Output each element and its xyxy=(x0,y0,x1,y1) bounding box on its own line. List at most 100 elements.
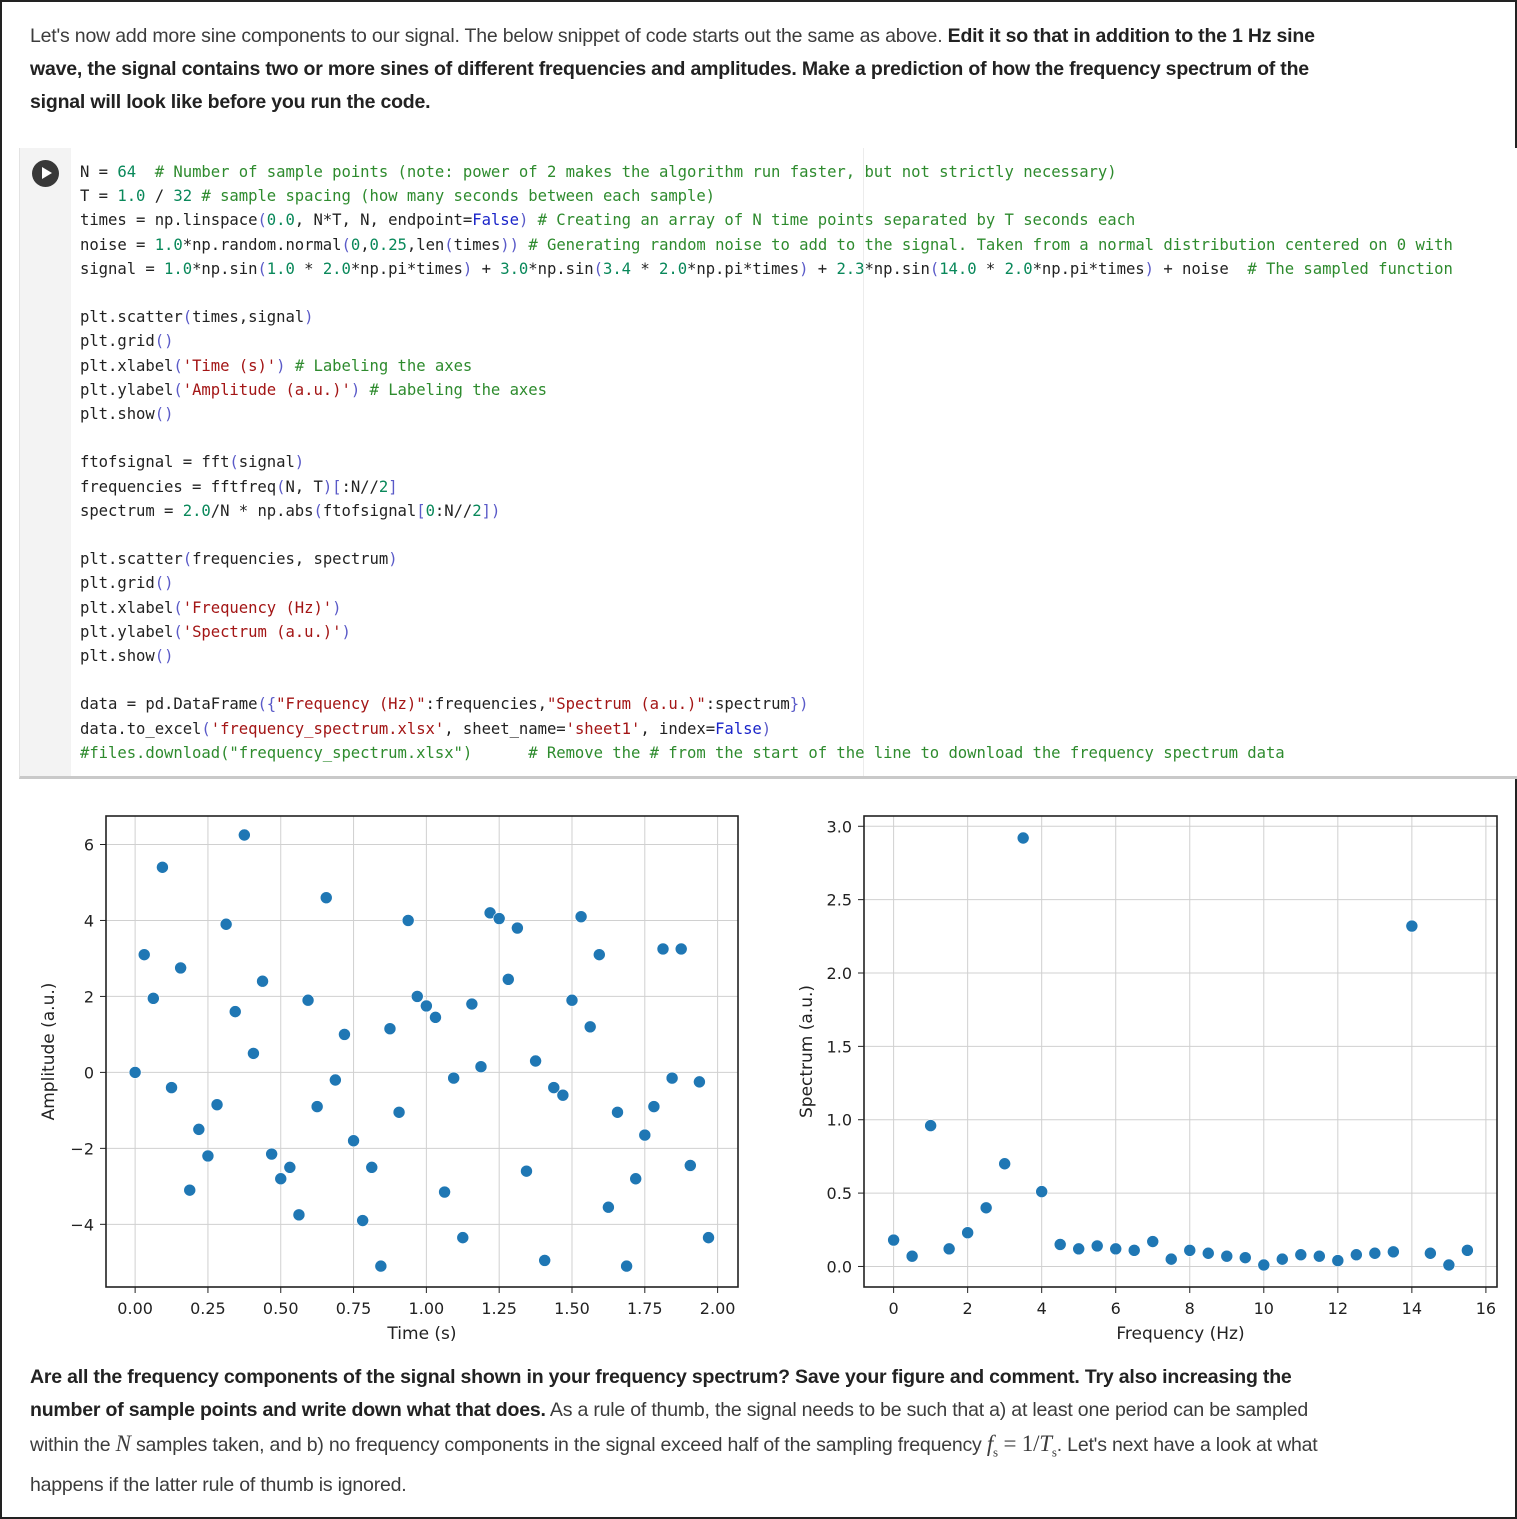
data-point-marker xyxy=(620,1259,633,1273)
x-tick-label: 6 xyxy=(1111,1299,1121,1318)
data-point-marker xyxy=(961,1226,974,1240)
x-axis-label: Time (s) xyxy=(386,1324,456,1344)
code-line: data.to_excel('frequency_spectrum.xlsx',… xyxy=(80,719,772,738)
data-point-marker xyxy=(319,891,333,904)
math-Ts: Ts xyxy=(1039,1431,1057,1460)
data-point-marker xyxy=(256,974,269,988)
x-axis-label: Frequency (Hz) xyxy=(1116,1324,1244,1344)
data-point-marker xyxy=(301,993,315,1007)
data-point-marker xyxy=(905,1249,919,1263)
outro-text-3: . Let's next have a look at what happens… xyxy=(30,1434,1318,1496)
data-point-marker xyxy=(1220,1249,1234,1263)
data-point-marker xyxy=(1238,1251,1252,1264)
data-point-marker xyxy=(979,1201,993,1215)
data-point-marker xyxy=(128,1066,142,1079)
y-axis-label: Amplitude (a.u.) xyxy=(39,983,59,1121)
x-tick-label: 12 xyxy=(1328,1299,1348,1318)
math-eq: = 1/ xyxy=(997,1431,1040,1456)
code-cell-gutter xyxy=(20,148,71,776)
data-point-marker xyxy=(347,1134,360,1148)
data-point-marker xyxy=(1275,1252,1289,1266)
y-tick-label: 1.0 xyxy=(827,1111,852,1130)
data-point-marker xyxy=(1016,831,1030,845)
data-point-marker xyxy=(1164,1252,1178,1266)
y-tick-label: 1.5 xyxy=(827,1037,852,1056)
y-tick-label: 0.5 xyxy=(827,1184,852,1203)
data-point-marker xyxy=(583,1020,597,1034)
intro-text-cell: Let's now add more sine components to ou… xyxy=(30,20,1330,119)
intro-plain-text: Let's now add more sine components to ou… xyxy=(30,25,948,47)
data-point-marker xyxy=(501,973,515,986)
data-point-marker xyxy=(1109,1242,1123,1256)
data-point-marker xyxy=(274,1172,288,1186)
data-point-marker xyxy=(1350,1248,1363,1262)
data-point-marker xyxy=(565,993,579,1007)
code-line: data = pd.DataFrame({"Frequency (Hz)":fr… xyxy=(80,695,809,714)
data-point-marker xyxy=(647,1100,661,1113)
code-line: noise = 1.0*np.random.normal(0,0.25,len(… xyxy=(80,235,1453,254)
data-point-marker xyxy=(210,1098,224,1111)
data-point-marker xyxy=(602,1200,615,1214)
y-tick-label: −4 xyxy=(70,1215,94,1234)
outro-text-2: samples taken, and b) no frequency compo… xyxy=(130,1434,987,1456)
data-point-marker xyxy=(1257,1258,1271,1272)
data-point-marker xyxy=(592,948,606,961)
math-N: N xyxy=(115,1431,131,1456)
data-point-marker xyxy=(638,1128,652,1142)
outro-text-cell: Are all the frequency components of the … xyxy=(30,1361,1320,1502)
code-line: spectrum = 2.0/N * np.abs(ftofsignal[0:N… xyxy=(80,501,501,520)
code-line: ftofsignal = fft(signal) xyxy=(80,453,305,472)
data-point-marker xyxy=(283,1161,297,1174)
code-editor[interactable]: N = 64 # Number of sample points (note: … xyxy=(80,160,1453,765)
data-point-marker xyxy=(1313,1249,1326,1263)
data-point-marker xyxy=(998,1157,1011,1171)
spectrum-scatter-chart: 0 2 4 6 8 10 12 14 16 0.0 0.5 1.0 1.5 2.0 2.5 3.0 Freque… xyxy=(797,815,1498,1344)
data-point-marker xyxy=(192,1123,206,1136)
x-tick-label: 16 xyxy=(1476,1299,1496,1318)
data-point-marker xyxy=(1461,1244,1474,1257)
plot-frame xyxy=(105,815,739,1288)
data-point-marker xyxy=(529,1054,542,1068)
data-point-marker xyxy=(356,1214,369,1227)
data-point-marker xyxy=(629,1172,643,1186)
data-point-marker xyxy=(1442,1258,1456,1272)
data-point-marker xyxy=(574,910,588,923)
data-point-marker xyxy=(693,1075,706,1089)
data-point-marker xyxy=(1331,1254,1345,1267)
data-point-marker xyxy=(1053,1238,1067,1251)
x-tick-label: 1.50 xyxy=(554,1299,590,1318)
data-point-marker xyxy=(219,917,233,931)
data-point-marker xyxy=(438,1185,451,1199)
data-point-marker xyxy=(684,1159,697,1172)
data-point-marker xyxy=(329,1073,342,1087)
data-point-marker xyxy=(247,1047,260,1060)
code-cell[interactable]: N = 64 # Number of sample points (note: … xyxy=(19,148,1517,779)
code-line: plt.scatter(times,signal) xyxy=(80,308,314,327)
x-tick-label: 4 xyxy=(1037,1299,1047,1318)
plot-area xyxy=(106,816,738,1287)
x-tick-label: 0.50 xyxy=(263,1299,299,1318)
code-line: signal = 1.0*np.sin(1.0 * 2.0*np.pi*time… xyxy=(80,259,1453,278)
y-tick-label: −2 xyxy=(70,1139,94,1158)
data-point-marker xyxy=(556,1088,570,1102)
code-line: #files.download("frequency_spectrum.xlsx… xyxy=(80,743,1285,762)
x-tick-label: 10 xyxy=(1254,1299,1274,1318)
data-point-marker xyxy=(1424,1246,1437,1260)
run-cell-button[interactable] xyxy=(32,160,59,187)
data-point-marker xyxy=(310,1100,324,1113)
intro-bold-instruction: Edit it so that in addition to the 1 Hz … xyxy=(30,25,1315,113)
data-point-marker xyxy=(429,1011,442,1024)
data-point-marker xyxy=(1368,1246,1382,1260)
data-point-marker xyxy=(456,1231,470,1244)
data-point-marker xyxy=(1183,1244,1197,1257)
data-point-marker xyxy=(887,1233,900,1247)
data-point-marker xyxy=(392,1105,406,1119)
data-point-marker xyxy=(238,828,251,842)
x-tick-label: 0.25 xyxy=(190,1299,226,1318)
data-point-marker xyxy=(292,1208,306,1222)
code-line: plt.grid() xyxy=(80,332,174,351)
data-point-marker xyxy=(702,1231,715,1244)
y-axis-label: Spectrum (a.u.) xyxy=(797,985,817,1118)
frequency-spectrum-plot: 0 2 4 6 8 10 12 14 16 0.0 0.5 1.0 1.5 2.0 2.5 3.0 Freque… xyxy=(792,802,1512,1352)
